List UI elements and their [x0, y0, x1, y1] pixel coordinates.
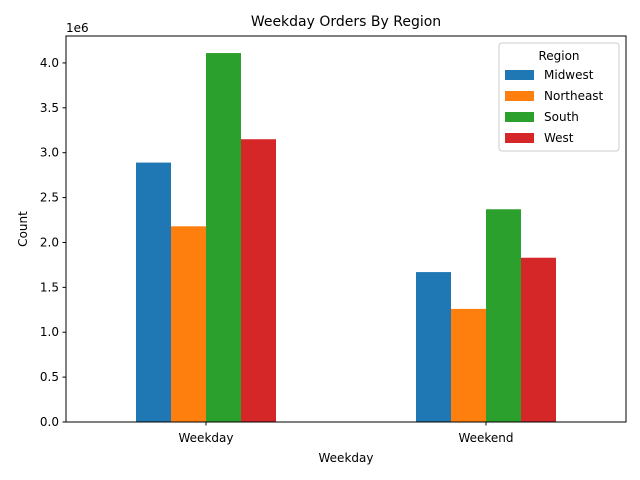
legend-swatch-northeast	[505, 91, 534, 101]
y-tick-label: 0.5	[40, 370, 59, 384]
legend-label-west: West	[544, 131, 574, 145]
bar-northeast-weekend	[451, 308, 486, 422]
x-tick-label: Weekend	[458, 431, 513, 445]
bar-south-weekday	[206, 53, 241, 422]
chart-title: Weekday Orders By Region	[251, 14, 441, 30]
bar-midwest-weekend	[416, 272, 451, 422]
legend-swatch-south	[505, 112, 534, 122]
bar-west-weekend	[521, 257, 556, 422]
legend-label-midwest: Midwest	[544, 68, 594, 82]
legend: Region Midwest Northeast South West	[498, 42, 620, 152]
x-axis-label: Weekday	[319, 451, 374, 465]
y-tick-label: 3.5	[40, 101, 59, 115]
y-tick-label: 1.0	[40, 325, 59, 339]
plot-frame	[65, 35, 627, 423]
legend-items: Midwest Northeast South West	[505, 68, 604, 145]
y-axis-ticks: 0.0 0.5 1.0 1.5 2.0 2.5 3.0 3.5 4.0	[40, 56, 66, 429]
legend-title: Region	[538, 49, 579, 63]
y-tick-label: 2.0	[40, 235, 59, 249]
y-tick-label: 1.5	[40, 280, 59, 294]
y-scale-label: 1e6	[66, 21, 89, 35]
bar-midwest-weekday	[136, 162, 171, 423]
legend-swatch-midwest	[505, 70, 534, 80]
y-tick-label: 0.0	[40, 415, 59, 429]
legend-label-south: South	[544, 110, 579, 124]
y-tick-label: 3.0	[40, 146, 59, 160]
legend-swatch-west	[505, 133, 534, 143]
y-tick-label: 2.5	[40, 191, 59, 205]
bar-west-weekday	[241, 139, 276, 423]
y-axis-label: Count	[16, 211, 30, 247]
y-tick-label: 4.0	[40, 56, 59, 70]
x-axis-ticks: Weekday Weekend	[179, 422, 514, 445]
legend-label-northeast: Northeast	[544, 89, 604, 103]
bar-south-weekend	[486, 209, 521, 422]
x-tick-label: Weekday	[179, 431, 234, 445]
bars-group	[136, 53, 556, 423]
bar-northeast-weekday	[171, 226, 206, 422]
